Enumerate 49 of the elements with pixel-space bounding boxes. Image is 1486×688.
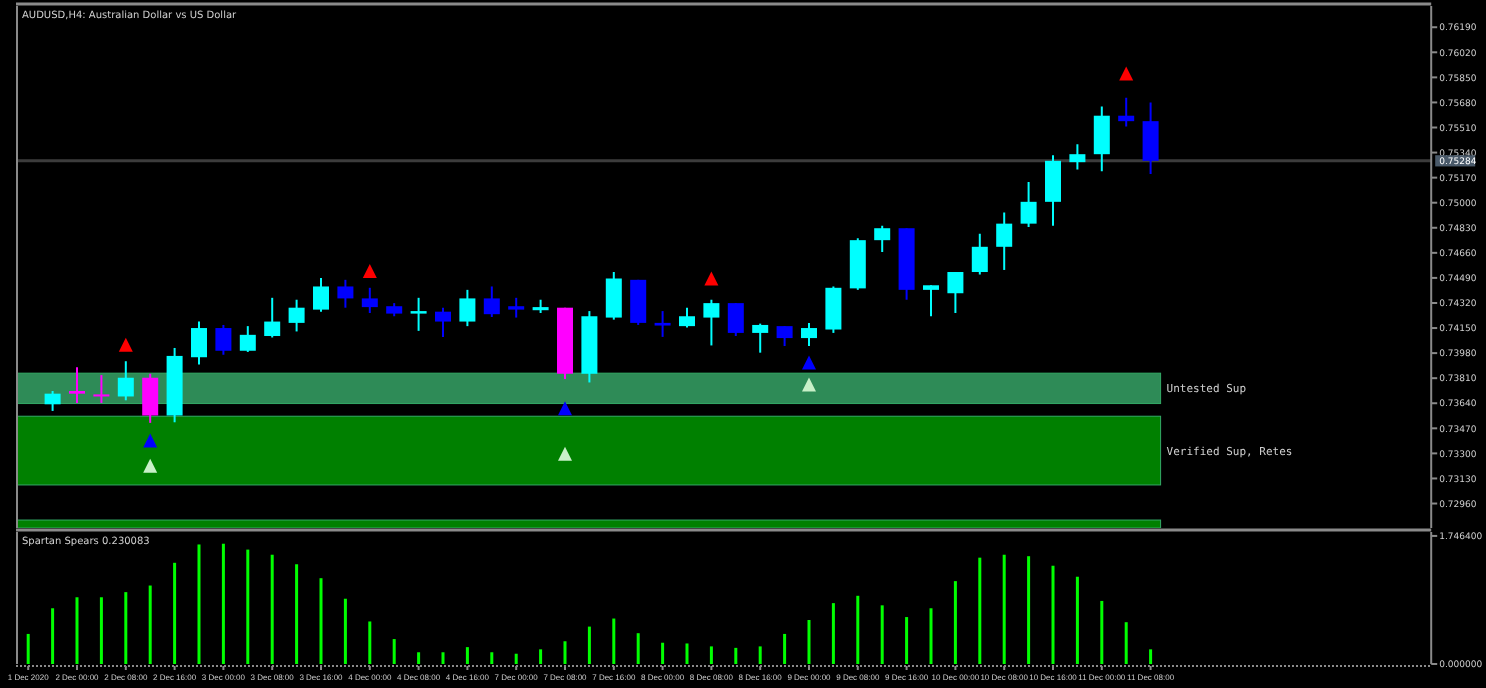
candlestick	[1093, 105, 1110, 173]
candlestick	[752, 322, 769, 354]
candlestick	[435, 306, 451, 338]
candlestick	[727, 302, 744, 338]
candlestick	[361, 286, 378, 315]
point	[704, 271, 719, 286]
candlestick	[1142, 101, 1159, 176]
candlestick	[1045, 154, 1061, 227]
candlestick	[1020, 181, 1037, 228]
candlestick	[459, 288, 476, 328]
candlestick	[605, 271, 622, 321]
candlestick	[483, 285, 500, 318]
point	[802, 377, 816, 392]
candlestick	[971, 232, 988, 276]
point	[558, 446, 572, 461]
candlestick	[654, 310, 671, 338]
point	[143, 433, 158, 448]
candlestick	[93, 374, 110, 404]
candlestick	[947, 271, 964, 315]
candlestick	[996, 211, 1013, 271]
candlestick	[337, 278, 354, 309]
candlestick	[825, 285, 842, 334]
candlestick	[410, 296, 427, 332]
candlestick	[703, 298, 720, 347]
candlestick	[1069, 143, 1086, 171]
candlestick	[776, 325, 793, 348]
candlestick	[874, 224, 891, 254]
point	[362, 264, 377, 279]
candlestick	[264, 296, 281, 339]
candlestick	[288, 298, 305, 333]
candlestick	[69, 366, 85, 404]
candlestick	[801, 321, 817, 348]
candlestick	[630, 278, 647, 326]
point	[118, 337, 133, 352]
candlestick	[117, 360, 134, 402]
candlestick	[215, 323, 232, 356]
candlestick	[679, 306, 695, 329]
candlestick	[508, 296, 525, 319]
point	[143, 458, 158, 473]
candlestick	[313, 276, 329, 313]
candlestick	[923, 284, 939, 318]
candlestick	[239, 325, 256, 353]
candlestick	[1118, 96, 1135, 128]
candlestick	[191, 320, 207, 366]
candlestick	[142, 372, 159, 424]
point	[1119, 66, 1134, 81]
point	[558, 401, 572, 416]
candlestick	[44, 390, 61, 412]
point	[802, 355, 816, 370]
